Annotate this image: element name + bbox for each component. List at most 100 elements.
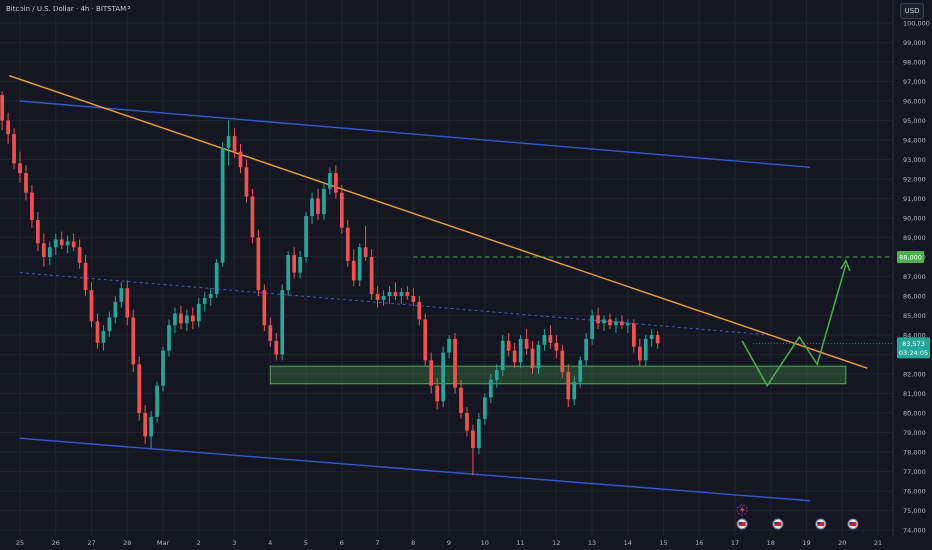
candle-body (548, 335, 553, 343)
candle-body (399, 292, 404, 296)
drawing-lines-layer (9, 74, 893, 502)
y-tick-label: 75,000 (903, 507, 926, 515)
candle-body (345, 227, 350, 261)
candle-body (649, 335, 654, 339)
candle-body (59, 239, 64, 246)
x-tick-label: 10 (481, 539, 489, 547)
y-tick-label: 78,000 (903, 449, 926, 457)
flag-icon (738, 522, 746, 526)
y-tick-label: 76,000 (903, 488, 926, 496)
y-tick-label: 96,000 (903, 98, 926, 106)
candle-body (328, 173, 332, 189)
candle-body (530, 348, 535, 369)
candle-body (244, 167, 249, 197)
projection-path (741, 264, 847, 388)
candle-body (304, 216, 308, 257)
lightning-icon (740, 506, 745, 514)
candle-body (71, 241, 76, 248)
x-tick-label: 26 (52, 539, 60, 547)
candle-body (41, 243, 46, 257)
y-tick-label: 93,000 (903, 156, 926, 164)
x-tick-label: 8 (411, 539, 415, 547)
y-tick-label: 90,000 (903, 215, 926, 223)
x-tick-label: 17 (731, 539, 739, 547)
y-tick-label: 85,000 (903, 312, 926, 320)
candle-body (447, 338, 451, 353)
candle-body (190, 315, 195, 322)
candle-body (614, 321, 618, 326)
candle-body (24, 173, 28, 193)
candle-body (411, 296, 416, 302)
flag-icon (817, 522, 821, 524)
x-tick-label: 9 (447, 539, 451, 547)
axes: 100,000 99,000 98,000 97,000 96,000 95,000 94,… (16, 0, 930, 547)
currency-button[interactable]: USD (900, 3, 924, 19)
descending-trendline (9, 74, 868, 369)
candle-body (286, 255, 291, 291)
candle-body (262, 290, 267, 326)
y-tick-label: 95,000 (903, 117, 926, 125)
projection-arrowhead (840, 259, 851, 272)
y-tick-label: 80,000 (903, 410, 926, 418)
candle-body (274, 340, 279, 355)
y-tick-label: 84,000 (903, 332, 926, 340)
x-tick-label: 21 (874, 539, 882, 547)
candle-body (226, 136, 231, 148)
candle-body (155, 385, 159, 417)
candle-body (363, 247, 368, 257)
candle-body (238, 151, 243, 168)
candle-body (369, 257, 374, 295)
projection-layer (741, 259, 851, 388)
candle-body (137, 364, 142, 413)
candle-body (465, 413, 469, 431)
candle-body (471, 430, 475, 449)
y-tick-label: 91,000 (903, 195, 926, 203)
candle-body (53, 239, 58, 248)
x-tick-label: 7 (375, 539, 379, 547)
candle-body (620, 321, 624, 326)
candle-body (298, 257, 302, 273)
candle-body (381, 296, 386, 300)
flag-icon (849, 522, 857, 526)
candle-body (500, 340, 505, 371)
candle-body (578, 360, 583, 382)
flag-icon (849, 522, 853, 524)
x-tick-label: 15 (659, 539, 667, 547)
candle-body (77, 247, 82, 263)
candle-body (584, 338, 589, 361)
support-zone (269, 365, 847, 385)
candle-body (626, 323, 630, 326)
candle-body (566, 372, 571, 400)
candle-body (596, 315, 600, 324)
candle-body (12, 134, 16, 164)
x-tick-label: 27 (87, 539, 95, 547)
candle-body (256, 237, 261, 291)
candle-body (512, 350, 517, 363)
y-tick-label: 87,000 (903, 273, 926, 281)
candle-body (131, 317, 136, 365)
candle-body (113, 301, 118, 318)
lightning-event-marker[interactable] (736, 504, 748, 516)
candle-body (351, 260, 356, 281)
x-tick-label: 25 (16, 539, 24, 547)
candle-body (572, 381, 577, 400)
candles-layer (0, 91, 660, 476)
candle-body (143, 413, 148, 437)
candle-body (89, 290, 94, 322)
y-tick-label: 82,000 (903, 371, 926, 379)
y-tick-label: 86,000 (903, 293, 926, 301)
candle-body (375, 294, 380, 300)
candle-body (631, 323, 636, 347)
candle-body (494, 370, 499, 380)
candle-body (477, 418, 481, 449)
candle-body (554, 342, 559, 351)
y-tick-label: 97,000 (903, 78, 926, 86)
x-tick-label: 5 (304, 539, 308, 547)
event-markers[interactable] (736, 504, 859, 530)
candle-body (47, 247, 52, 257)
candle-body (637, 346, 642, 361)
candle-body (334, 173, 338, 193)
candle-body (18, 163, 22, 174)
x-tick-label: 18 (767, 539, 775, 547)
